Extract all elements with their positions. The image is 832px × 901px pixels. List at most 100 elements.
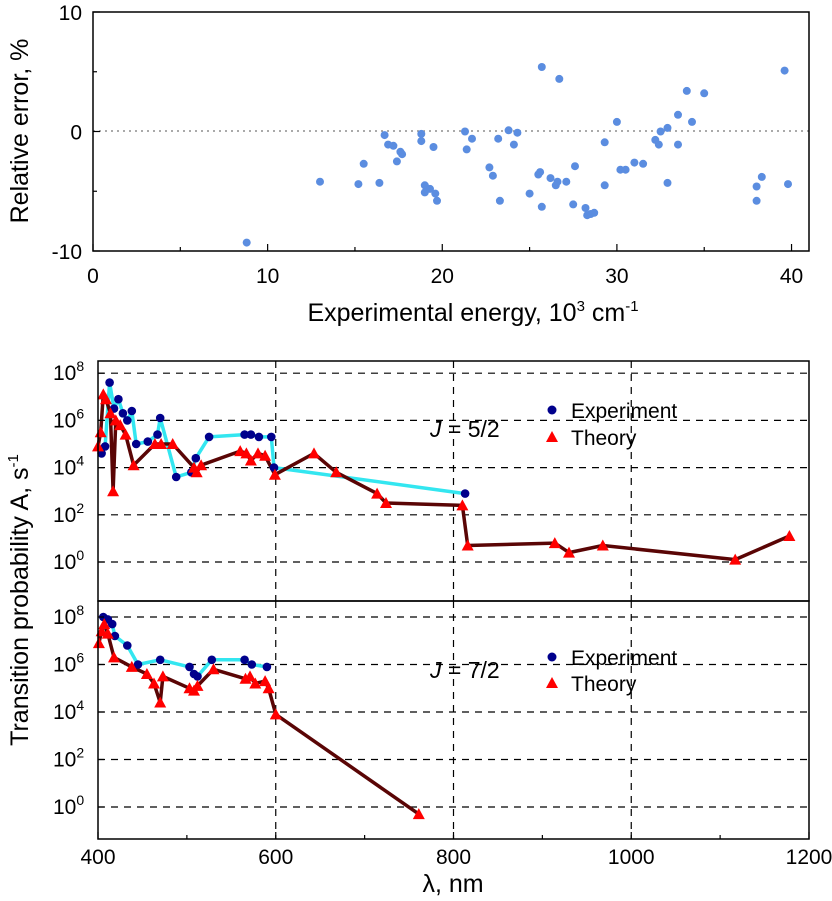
- j52-experiment-point: [269, 463, 279, 472]
- error-point: [426, 184, 434, 193]
- j52-theory-point: [456, 499, 469, 511]
- error-point: [663, 123, 672, 132]
- probability-panels: 100 102 104 106 108 100 102 104 106 108 400 600 800 1…: [5, 358, 832, 898]
- error-y-tick-label: -10: [52, 241, 82, 264]
- j72-theory-point: [207, 663, 220, 675]
- j52-theory-point: [127, 459, 140, 471]
- error-point: [654, 140, 663, 149]
- error-point: [525, 189, 534, 198]
- j72-panel-label: J = 7/2: [429, 657, 500, 683]
- j72-theory-point: [156, 670, 169, 682]
- j72-experiment-point: [133, 660, 143, 669]
- j52-theory-point: [195, 459, 208, 471]
- error-point: [537, 63, 546, 71]
- error-point: [600, 138, 609, 147]
- j72-experiment-point: [193, 672, 202, 681]
- j52-y-tick-label: 106: [53, 405, 84, 432]
- error-point: [392, 157, 401, 166]
- j52-theory-point: [107, 485, 120, 497]
- error-point: [590, 208, 599, 217]
- error-x-tick-label: 40: [780, 265, 803, 288]
- j72-y-tick-label: 108: [53, 602, 84, 629]
- j52-theory-point: [252, 447, 264, 459]
- error-point: [316, 177, 324, 186]
- j52-experiment-point: [191, 453, 201, 463]
- j72-y-tick-label: 102: [53, 745, 84, 772]
- j72-experiment-point: [207, 655, 217, 665]
- error-point: [674, 110, 682, 119]
- j52-theory-point: [190, 466, 203, 478]
- error-point: [757, 172, 766, 181]
- j52-theory-point: [783, 530, 796, 541]
- error-y-tick-label: 0: [70, 122, 82, 145]
- error-point: [354, 180, 363, 189]
- j72-theory-point: [412, 808, 425, 820]
- j52-series-lines: [96, 380, 791, 562]
- error-x-tick-label: 10: [256, 265, 279, 288]
- j52-panel-label: J = 5/2: [429, 416, 500, 442]
- error-point: [389, 141, 398, 150]
- error-point: [242, 238, 251, 247]
- j72-theory-point: [92, 637, 105, 649]
- wavelength-x-tick-label: 600: [258, 846, 293, 869]
- j52-theory-point: [114, 419, 127, 431]
- j52-theory-point: [259, 449, 272, 461]
- wavelength-x-axis-label: λ, nm: [422, 870, 483, 898]
- error-point: [612, 117, 621, 126]
- legend-theory-label: Theory: [571, 673, 637, 696]
- wavelength-x-tick-label: 1200: [786, 846, 832, 869]
- j52-experiment-point: [460, 489, 470, 498]
- j52-theory-point: [268, 468, 281, 480]
- error-scatter-points: [242, 63, 792, 247]
- error-point: [488, 171, 497, 180]
- j72-experiment-point: [185, 662, 194, 672]
- j72-y-tick-label: 106: [53, 650, 84, 677]
- j52-legend: Experiment Theory: [546, 400, 677, 450]
- error-x-tick-label: 30: [605, 265, 628, 288]
- error-y-tick-label: 10: [59, 2, 82, 25]
- legend-theory-marker: [546, 431, 558, 442]
- j52-experiment-point: [153, 430, 162, 439]
- j52-y-tick-label: 100: [53, 547, 84, 574]
- j72-experiment-point: [107, 619, 117, 629]
- error-point: [581, 204, 590, 212]
- j72-experiment-point: [123, 641, 132, 650]
- error-point: [468, 134, 476, 143]
- legend-experiment-label: Experiment: [571, 647, 677, 670]
- j52-theory-point: [155, 438, 168, 449]
- error-y-axis-label: Relative error, %: [6, 39, 34, 224]
- legend-theory-marker: [546, 677, 558, 688]
- j52-theory-point: [461, 539, 474, 551]
- j72-legend: Experiment Theory: [546, 647, 677, 696]
- j72-theory-point: [125, 660, 138, 672]
- wavelength-x-tick-label: 800: [436, 846, 471, 869]
- j52-experiment-point: [123, 416, 132, 425]
- j72-experiment-point: [155, 655, 165, 665]
- j72-theory-point: [148, 677, 160, 689]
- j72-series-lines: [97, 615, 420, 816]
- error-point: [417, 137, 426, 146]
- j52-theory-point: [104, 407, 117, 419]
- error-point: [688, 117, 696, 126]
- error-point: [571, 162, 579, 171]
- j52-theory-point: [548, 537, 561, 549]
- j52-theory-point: [308, 447, 320, 459]
- j72-experiment-point: [240, 655, 249, 665]
- j52-experiment-point: [118, 409, 128, 418]
- j72-theory-point: [98, 618, 111, 630]
- error-point: [359, 159, 368, 168]
- j52-experiment-point: [143, 437, 153, 446]
- j72-experiment-point: [247, 660, 257, 669]
- error-x-tick-label: 0: [87, 265, 99, 288]
- j72-theory-point: [249, 677, 262, 689]
- error-point: [461, 127, 469, 136]
- error-point: [553, 177, 562, 186]
- j52-theory-point: [166, 438, 179, 449]
- j72-theory-point: [244, 670, 256, 682]
- error-x-axis-label: Experimental energy, 103 cm-1: [307, 298, 638, 327]
- legend-theory-label: Theory: [571, 427, 637, 450]
- error-point: [639, 159, 648, 168]
